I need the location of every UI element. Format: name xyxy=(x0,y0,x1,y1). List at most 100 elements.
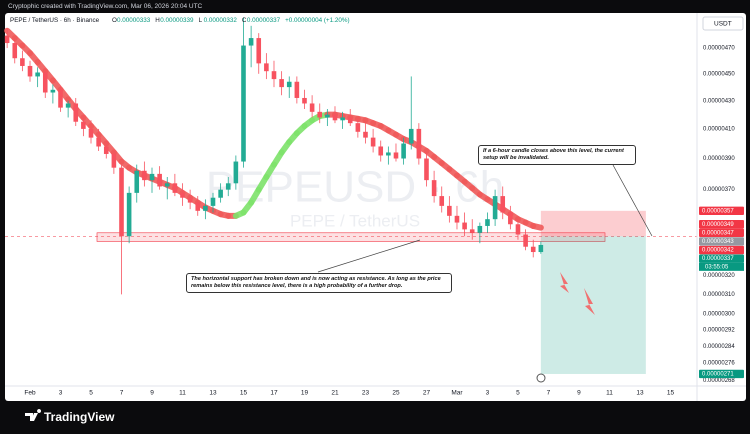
candle-body xyxy=(172,183,178,193)
candle-body xyxy=(218,189,223,198)
candle-body xyxy=(530,246,536,253)
price-tag xyxy=(699,206,744,216)
y-tick-label: 0.00000370 xyxy=(703,187,735,193)
x-tick-label: 3 xyxy=(486,390,490,397)
candle-body xyxy=(439,196,445,206)
y-tick-label: 0.00000410 xyxy=(703,126,735,132)
x-tick-label: 13 xyxy=(636,390,644,397)
x-tick-label: 7 xyxy=(120,390,124,397)
candle-body xyxy=(386,152,391,156)
candle-body xyxy=(492,196,498,220)
note: The horizontal support has broken down a… xyxy=(186,273,452,293)
candle-body xyxy=(149,173,155,181)
price-tag xyxy=(699,254,744,263)
x-tick-label: 21 xyxy=(331,390,339,397)
candle-body xyxy=(203,205,208,211)
ohlc-value: 0.00000337 xyxy=(247,17,281,24)
candle-body xyxy=(210,197,216,206)
y-tick-label: 0.00000390 xyxy=(703,156,735,162)
y-tick-label: 0.00000276 xyxy=(703,361,735,367)
countdown-box xyxy=(699,262,744,271)
candle-body xyxy=(248,38,254,46)
logo-icon xyxy=(25,409,42,421)
note-pointer xyxy=(317,239,421,273)
candle-body xyxy=(134,170,140,193)
currency-box xyxy=(702,16,744,31)
y-tick-label: 0.00000450 xyxy=(703,71,735,77)
price-tag xyxy=(699,228,744,238)
symbol: PEPE / TetherUS · 6h · Binance xyxy=(10,17,100,24)
y-tick-label: 0.00000310 xyxy=(703,292,735,298)
candle-body xyxy=(393,152,399,159)
currency: USDT xyxy=(714,21,732,28)
candle-body xyxy=(96,137,101,147)
candle-body xyxy=(523,234,528,247)
x-tick-label: 17 xyxy=(270,390,278,397)
candle-body xyxy=(35,72,40,77)
x-tick-label: 9 xyxy=(150,390,154,397)
candle-body xyxy=(111,153,117,168)
candle-body xyxy=(363,131,368,138)
y-tick-label: 0.00000320 xyxy=(703,273,735,279)
moving-average xyxy=(530,222,544,231)
y-tick-label: 0.00000470 xyxy=(703,46,735,52)
candle-body xyxy=(447,205,452,216)
price-tag xyxy=(699,220,744,229)
logo: TradingView xyxy=(44,410,115,424)
stop-box xyxy=(540,210,646,237)
candle-body xyxy=(119,167,124,237)
candle-body xyxy=(500,196,506,213)
candle-body xyxy=(103,146,109,154)
candle-body xyxy=(477,225,483,233)
ohlc-letter: O xyxy=(112,17,117,24)
candle-body xyxy=(508,212,513,225)
clock-icon xyxy=(536,373,546,383)
candle-body xyxy=(332,114,338,121)
candle-body xyxy=(347,117,353,124)
x-tick-label: 11 xyxy=(606,390,613,397)
candle-body xyxy=(416,128,422,159)
candle-body xyxy=(157,173,162,187)
candle-body xyxy=(20,58,25,66)
ohlc-letter: L xyxy=(199,17,203,24)
x-tick-label: 9 xyxy=(577,390,581,397)
y-tick-label: 0.00000284 xyxy=(703,344,735,350)
candle-body xyxy=(225,183,231,190)
ohlc-value: 0.00000332 xyxy=(204,17,238,24)
panel xyxy=(5,13,746,401)
candle-body xyxy=(355,123,361,132)
price-tag-label: 0.00000347 xyxy=(702,230,734,236)
y-tick-label: 0.00000300 xyxy=(703,311,735,317)
candle-body xyxy=(408,128,414,144)
candle-body xyxy=(309,103,315,112)
note: If a 6-hour candle closes above this lev… xyxy=(478,145,636,165)
ohlc-value: 0.00000333 xyxy=(117,17,151,24)
x-tick-label: Mar xyxy=(451,390,463,397)
candle-body xyxy=(424,158,429,181)
ohlc-letter: C xyxy=(242,17,247,24)
candle-body xyxy=(469,229,475,233)
candle-body xyxy=(195,202,201,211)
candle-body xyxy=(42,72,48,93)
price-tag xyxy=(699,245,744,255)
candle-body xyxy=(325,114,330,118)
x-tick-label: 25 xyxy=(392,390,400,397)
candle-body xyxy=(302,97,307,104)
x-tick-label: 7 xyxy=(547,390,551,397)
y-tick-label: 0.00000430 xyxy=(703,98,735,104)
candle-body xyxy=(126,192,132,237)
x-tick-label: 15 xyxy=(240,390,248,397)
candle-body xyxy=(279,79,284,88)
candle-body xyxy=(164,183,170,187)
watermark-sub: PEPE / TetherUS xyxy=(290,211,420,230)
candle-body xyxy=(180,192,185,198)
price-tag xyxy=(699,369,744,379)
price-tag-label: 0.00000337 xyxy=(702,256,734,262)
candle-body xyxy=(340,117,345,121)
price-tag-label: 0.00000357 xyxy=(702,208,734,214)
y-tick-label: 0.00000268 xyxy=(703,378,735,384)
candle-body xyxy=(401,143,406,159)
price-tag xyxy=(699,237,744,246)
candle-body xyxy=(233,161,239,184)
candle-body xyxy=(73,103,79,122)
